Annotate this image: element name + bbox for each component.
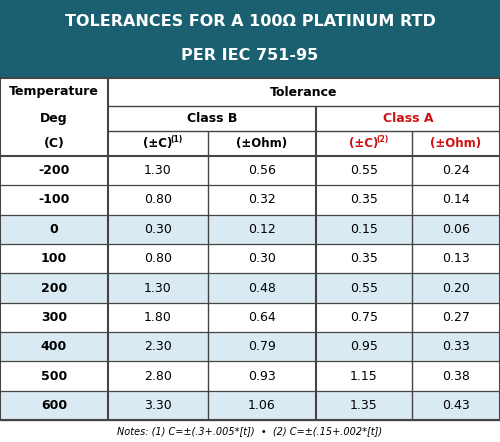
Text: 0.12: 0.12 <box>248 223 276 236</box>
Text: 300: 300 <box>41 311 67 324</box>
Text: 0.80: 0.80 <box>144 252 172 265</box>
Text: 1.30: 1.30 <box>144 282 172 294</box>
Text: Class A: Class A <box>383 112 433 125</box>
Text: (C): (C) <box>44 137 64 150</box>
Text: 3.30: 3.30 <box>144 399 172 412</box>
Bar <box>0 303 500 332</box>
Text: 0.48: 0.48 <box>248 282 276 294</box>
Text: (1): (1) <box>170 135 182 144</box>
Bar <box>0 361 500 391</box>
Text: 100: 100 <box>41 252 67 265</box>
Bar <box>0 156 500 185</box>
Text: 0.20: 0.20 <box>442 282 470 294</box>
Text: 0.79: 0.79 <box>248 340 276 353</box>
Text: 600: 600 <box>41 399 67 412</box>
Text: 0.43: 0.43 <box>442 399 470 412</box>
Text: -100: -100 <box>38 194 70 206</box>
Text: 0.80: 0.80 <box>144 194 172 206</box>
Text: 0.32: 0.32 <box>248 194 276 206</box>
Bar <box>0 244 500 273</box>
Text: (2): (2) <box>376 135 388 144</box>
Bar <box>0 0 500 78</box>
Text: 0.55: 0.55 <box>350 164 378 177</box>
Text: Temperature: Temperature <box>9 85 99 99</box>
Text: 0.75: 0.75 <box>350 311 378 324</box>
Bar <box>0 391 500 420</box>
Bar <box>0 78 500 156</box>
Text: 0: 0 <box>50 223 58 236</box>
Text: 0.13: 0.13 <box>442 252 470 265</box>
Text: 1.15: 1.15 <box>350 370 378 382</box>
Text: Notes: (1) C=±(.3+.005*[t])  •  (2) C=±(.15+.002*[t]): Notes: (1) C=±(.3+.005*[t]) • (2) C=±(.1… <box>118 426 382 436</box>
Text: 0.35: 0.35 <box>350 194 378 206</box>
Text: 0.35: 0.35 <box>350 252 378 265</box>
Text: 0.55: 0.55 <box>350 282 378 294</box>
Text: PER IEC 751-95: PER IEC 751-95 <box>182 47 318 62</box>
Text: 1.35: 1.35 <box>350 399 378 412</box>
Text: 400: 400 <box>41 340 67 353</box>
Text: (±C): (±C) <box>144 137 172 150</box>
Text: 0.33: 0.33 <box>442 340 470 353</box>
Text: (±Ohm): (±Ohm) <box>430 137 482 150</box>
Text: 0.30: 0.30 <box>248 252 276 265</box>
Text: 0.14: 0.14 <box>442 194 470 206</box>
Text: 1.80: 1.80 <box>144 311 172 324</box>
Text: 0.56: 0.56 <box>248 164 276 177</box>
Text: 1.06: 1.06 <box>248 399 276 412</box>
Text: 2.80: 2.80 <box>144 370 172 382</box>
Text: 0.06: 0.06 <box>442 223 470 236</box>
Bar <box>0 215 500 244</box>
Text: 1.30: 1.30 <box>144 164 172 177</box>
Text: (±C): (±C) <box>350 137 378 150</box>
Text: 0.93: 0.93 <box>248 370 276 382</box>
Text: 0.24: 0.24 <box>442 164 470 177</box>
Text: 2.30: 2.30 <box>144 340 172 353</box>
Text: 0.95: 0.95 <box>350 340 378 353</box>
Text: 0.30: 0.30 <box>144 223 172 236</box>
Text: 200: 200 <box>41 282 67 294</box>
Text: 0.15: 0.15 <box>350 223 378 236</box>
Text: Tolerance: Tolerance <box>270 85 338 99</box>
Text: (±Ohm): (±Ohm) <box>236 137 288 150</box>
Text: 0.38: 0.38 <box>442 370 470 382</box>
Bar <box>0 273 500 303</box>
Text: -200: -200 <box>38 164 70 177</box>
Text: Class B: Class B <box>187 112 237 125</box>
Text: Deg: Deg <box>40 112 68 125</box>
Text: TOLERANCES FOR A 100Ω PLATINUM RTD: TOLERANCES FOR A 100Ω PLATINUM RTD <box>64 15 436 30</box>
Text: 0.64: 0.64 <box>248 311 276 324</box>
Text: 500: 500 <box>41 370 67 382</box>
Bar <box>0 332 500 361</box>
Bar <box>0 185 500 215</box>
Text: 0.27: 0.27 <box>442 311 470 324</box>
